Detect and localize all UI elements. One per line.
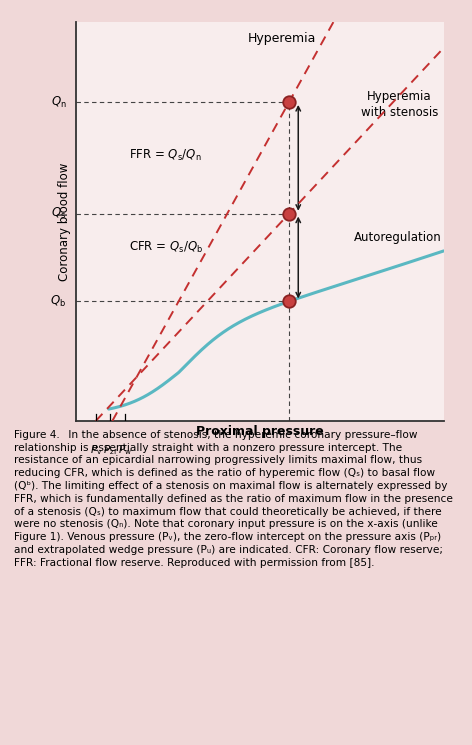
- Text: $Q_\mathrm{n}$: $Q_\mathrm{n}$: [51, 95, 66, 110]
- Text: CFR = $Q_\mathrm{s}/Q_\mathrm{b}$: CFR = $Q_\mathrm{s}/Q_\mathrm{b}$: [129, 240, 203, 255]
- Text: $P_\mathrm{w}$: $P_\mathrm{w}$: [118, 443, 132, 457]
- Text: Autoregulation: Autoregulation: [354, 231, 441, 244]
- Text: Hyperemia: Hyperemia: [247, 32, 316, 45]
- Y-axis label: Coronary blood flow: Coronary blood flow: [59, 162, 71, 281]
- Text: $P_\mathrm{v}$: $P_\mathrm{v}$: [90, 443, 102, 457]
- Text: $Q_\mathrm{b}$: $Q_\mathrm{b}$: [51, 294, 66, 309]
- Text: Figure 4.  In the absence of stenosis, the hyperemic coronary pressure–flow rela: Figure 4. In the absence of stenosis, th…: [14, 430, 453, 568]
- Text: FFR = $Q_\mathrm{s}/Q_\mathrm{n}$: FFR = $Q_\mathrm{s}/Q_\mathrm{n}$: [129, 148, 202, 163]
- Text: $Q_\mathrm{s}$: $Q_\mathrm{s}$: [51, 206, 66, 221]
- X-axis label: Proximal pressure: Proximal pressure: [196, 425, 323, 438]
- Text: $P_\mathrm{zf}$: $P_\mathrm{zf}$: [103, 443, 118, 457]
- Text: Hyperemia
with stenosis: Hyperemia with stenosis: [361, 90, 438, 119]
